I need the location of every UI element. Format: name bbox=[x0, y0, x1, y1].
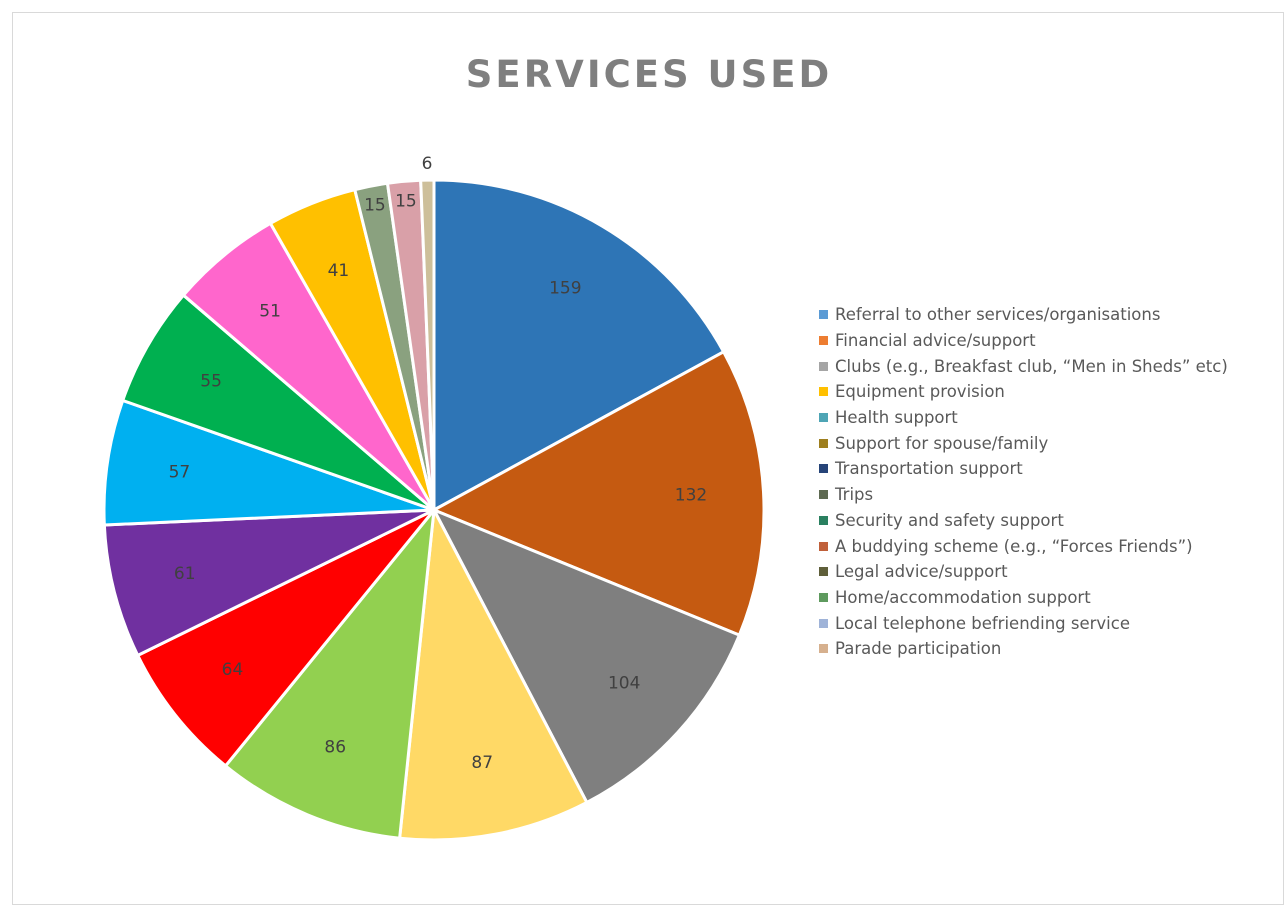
legend-item: Security and safety support bbox=[819, 508, 1228, 534]
legend-swatch bbox=[819, 336, 828, 346]
legend-item: Local telephone befriending service bbox=[819, 610, 1228, 636]
legend-label: Trips bbox=[835, 485, 874, 505]
data-label: 6 bbox=[422, 154, 433, 174]
pie-slice bbox=[224, 508, 436, 840]
legend-swatch bbox=[819, 644, 828, 654]
pie-slice bbox=[432, 508, 741, 804]
pie-slice bbox=[136, 508, 436, 768]
legend-label: Financial advice/support bbox=[835, 331, 1036, 351]
data-label: 86 bbox=[324, 738, 346, 758]
legend: Referral to other services/organisations… bbox=[819, 302, 1228, 662]
data-label: 87 bbox=[471, 753, 493, 773]
legend-label: A buddying scheme (e.g., “Forces Friends… bbox=[835, 536, 1193, 556]
legend-swatch bbox=[819, 592, 828, 602]
legend-swatch bbox=[819, 515, 828, 525]
data-label: 55 bbox=[200, 371, 222, 391]
pie-slice bbox=[121, 293, 436, 512]
pie-slice bbox=[398, 508, 589, 842]
legend-item: Referral to other services/organisations bbox=[819, 302, 1228, 328]
pie-slice bbox=[432, 350, 766, 637]
legend-swatch bbox=[819, 464, 828, 474]
legend-label: Security and safety support bbox=[835, 510, 1064, 530]
legend-item: Trips bbox=[819, 482, 1228, 508]
legend-swatch bbox=[819, 387, 828, 397]
legend-label: Clubs (e.g., Breakfast club, “Men in She… bbox=[835, 356, 1228, 376]
legend-label: Local telephone befriending service bbox=[835, 613, 1130, 633]
data-label: 64 bbox=[222, 660, 244, 680]
legend-swatch bbox=[819, 413, 828, 423]
data-label: 57 bbox=[169, 462, 191, 482]
data-label: 159 bbox=[549, 279, 581, 299]
legend-swatch bbox=[819, 438, 828, 448]
legend-item: Financial advice/support bbox=[819, 328, 1228, 354]
data-label: 61 bbox=[174, 564, 196, 584]
data-label: 15 bbox=[364, 196, 386, 216]
legend-label: Equipment provision bbox=[835, 382, 1005, 402]
legend-item: Legal advice/support bbox=[819, 559, 1228, 585]
legend-swatch bbox=[819, 310, 828, 320]
legend-label: Referral to other services/organisations bbox=[835, 305, 1161, 325]
legend-item: Parade participation bbox=[819, 636, 1228, 662]
legend-label: Health support bbox=[835, 408, 958, 428]
legend-item: Health support bbox=[819, 405, 1228, 431]
chart-area: SERVICES USED 159 132 104 87 86 64 61 57 55 51 41 1… bbox=[12, 12, 1284, 905]
data-label: 132 bbox=[675, 486, 707, 506]
legend-label: Parade participation bbox=[835, 639, 1002, 659]
legend-item: Equipment provision bbox=[819, 379, 1228, 405]
pie-slice bbox=[102, 508, 436, 657]
data-label: 104 bbox=[608, 673, 640, 693]
data-label: 51 bbox=[259, 302, 281, 322]
pie-slice bbox=[432, 178, 726, 512]
data-label: 15 bbox=[395, 191, 417, 211]
pie-slice bbox=[419, 178, 436, 512]
legend-swatch bbox=[819, 541, 828, 551]
chart-title: SERVICES USED bbox=[465, 53, 833, 96]
legend-swatch bbox=[819, 618, 828, 628]
legend-item: Home/accommodation support bbox=[819, 585, 1228, 611]
legend-swatch bbox=[819, 567, 828, 577]
pie-slice bbox=[102, 398, 436, 527]
legend-swatch bbox=[819, 361, 828, 371]
legend-label: Legal advice/support bbox=[835, 562, 1008, 582]
legend-label: Transportation support bbox=[835, 459, 1023, 479]
legend-item: A buddying scheme (e.g., “Forces Friends… bbox=[819, 533, 1228, 559]
data-label: 41 bbox=[328, 261, 350, 281]
legend-item: Transportation support bbox=[819, 456, 1228, 482]
legend-label: Support for spouse/family bbox=[835, 433, 1049, 453]
legend-item: Support for spouse/family bbox=[819, 430, 1228, 456]
legend-item: Clubs (e.g., Breakfast club, “Men in She… bbox=[819, 353, 1228, 379]
legend-label: Home/accommodation support bbox=[835, 587, 1091, 607]
legend-swatch bbox=[819, 490, 828, 500]
